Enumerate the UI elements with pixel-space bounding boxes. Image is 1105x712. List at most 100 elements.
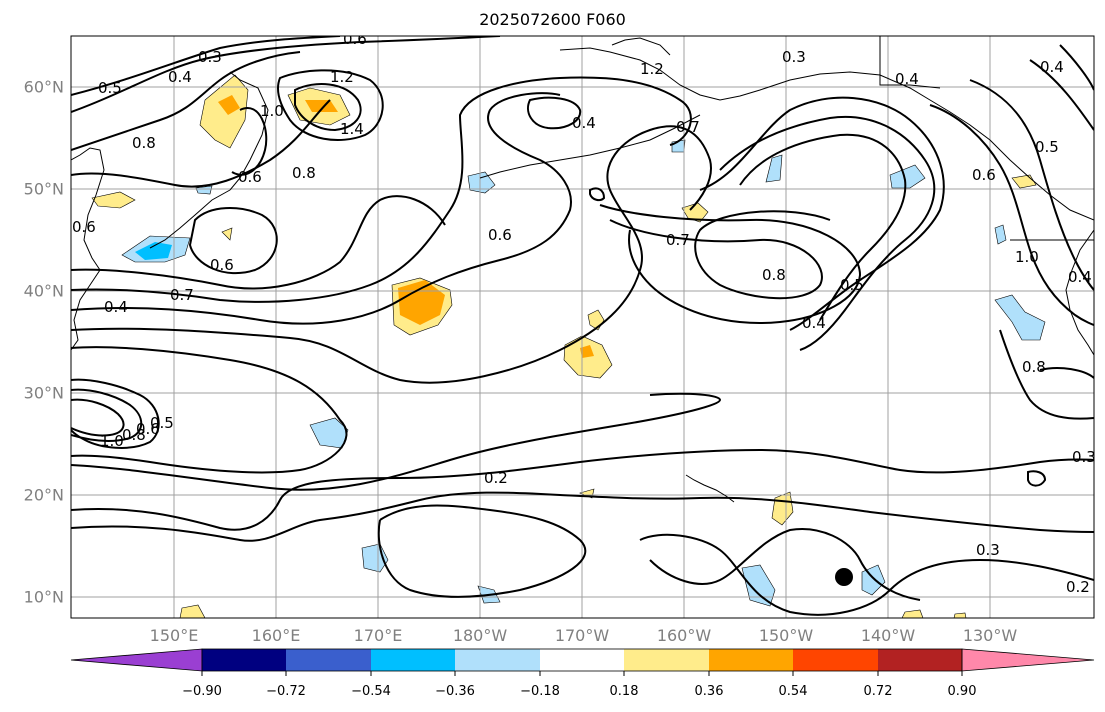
contour-line (71, 76, 692, 303)
contour-label: 0.4 (168, 68, 192, 86)
contour-label: 1.0 (100, 432, 124, 450)
contour-label: 0.5 (98, 79, 122, 97)
contour-label: 0.8 (132, 134, 156, 152)
colorbar-swatch (286, 649, 371, 671)
map-title: 2025072600 F060 (479, 10, 626, 29)
colorbar-swatch (202, 649, 286, 671)
aleutian-islands (479, 114, 701, 179)
cool-patch (765, 154, 783, 183)
contour-label: 0.2 (1066, 578, 1090, 596)
colorbar-swatch (455, 649, 540, 671)
contour-label: 0.7 (170, 286, 194, 304)
contour-line (188, 207, 278, 275)
lon-label: 160°E (251, 626, 301, 645)
map-frame (70, 35, 1095, 619)
colorbar-swatch (624, 649, 709, 671)
province-border (879, 36, 941, 89)
lon-label: 140°W (860, 626, 916, 645)
contour-line (71, 92, 572, 325)
lon-label: 170°W (554, 626, 610, 645)
contours (71, 36, 1094, 616)
warm-core (580, 345, 594, 358)
contour-label: 1.2 (640, 60, 664, 78)
contour-line (71, 398, 125, 437)
contour-line (71, 491, 1094, 542)
colorbar-tick-label: −0.18 (520, 684, 560, 699)
contour-label: 0.5 (840, 276, 864, 294)
contour-label: 1.2 (330, 68, 354, 86)
colorbar-tick-label: 0.54 (778, 684, 808, 699)
contour-line (739, 133, 907, 321)
shaded-anomalies (91, 74, 1046, 618)
cool-core (135, 242, 172, 260)
contour-label: 0.4 (802, 314, 826, 332)
contour-line (599, 204, 862, 325)
contour-label: 0.4 (572, 114, 596, 132)
contour-line (71, 448, 1094, 531)
contour-label: 0.6 (343, 30, 367, 48)
contour-label: 0.4 (1040, 58, 1064, 76)
contour-label-group: 0.3 0.6 0.4 0.5 1.2 1.0 1.4 0.8 0.6 0.8 … (72, 30, 1096, 596)
warm-core (218, 95, 240, 115)
contour-label: 0.6 (210, 256, 234, 274)
contour-line (609, 210, 831, 300)
contour-label: 0.6 (136, 420, 160, 438)
contour-line (999, 329, 1094, 420)
contour-line (277, 69, 384, 141)
contour-label: 0.4 (104, 298, 128, 316)
colorbar-extend-low (70, 648, 203, 672)
contour-label: 0.3 (1072, 448, 1096, 466)
bering-islands (611, 37, 671, 56)
asia-coast (71, 147, 105, 351)
contour-label: 0.3 (782, 48, 806, 66)
black-dot-marker (835, 568, 853, 586)
colorbar-swatch (709, 649, 793, 671)
colorbar-tick-label: −0.54 (351, 684, 391, 699)
contour-line (71, 346, 348, 474)
north-america-coast (1065, 229, 1094, 356)
colorbar-tick-label: 0.72 (863, 684, 893, 699)
contour-line (377, 504, 587, 598)
contour-label: 1.0 (260, 102, 284, 120)
warm-core (305, 100, 338, 112)
contour-line (71, 99, 331, 188)
cool-patch (741, 564, 776, 607)
lat-label: 30°N (23, 383, 64, 403)
contour-label: 0.4 (1068, 268, 1092, 286)
contour-label: 0.8 (1022, 358, 1046, 376)
contour-line (71, 36, 341, 96)
contour-label: 0.5 (1035, 138, 1059, 156)
warm-patch (953, 612, 967, 618)
colorbar-tick-label: −0.72 (266, 684, 306, 699)
colorbar-extend-high (961, 648, 1095, 672)
warm-patch (221, 227, 233, 241)
contour-label: 0.4 (895, 70, 919, 88)
lat-label: 50°N (23, 179, 64, 199)
coastlines (71, 36, 1094, 503)
contour-label: 0.3 (198, 48, 222, 66)
contour-line (71, 195, 446, 290)
contour-line (71, 36, 501, 113)
colorbar-tick-label: 0.90 (947, 684, 977, 699)
contour-line (929, 104, 1094, 326)
contour-line (1029, 59, 1094, 131)
colorbar-swatch (371, 649, 455, 671)
contour-label: 0.3 (976, 541, 1000, 559)
contour-label: 0.7 (676, 118, 700, 136)
colorbar-tick-label: −0.90 (182, 684, 222, 699)
contour-label: 0.8 (762, 266, 786, 284)
cool-patch (889, 164, 926, 189)
lon-label: 180°W (452, 626, 508, 645)
lat-label: 10°N (23, 587, 64, 607)
warm-patch (91, 191, 136, 209)
colorbar-swatch (878, 649, 962, 671)
contour-line (1027, 470, 1047, 487)
lon-label: 150°W (758, 626, 814, 645)
lat-label: 60°N (23, 77, 64, 97)
contour-line (71, 125, 712, 384)
contour-label: 0.6 (238, 168, 262, 186)
contour-label: 1.0 (1015, 248, 1039, 266)
warm-patch (901, 609, 924, 618)
contour-line (699, 96, 945, 331)
contour-line (719, 115, 936, 351)
